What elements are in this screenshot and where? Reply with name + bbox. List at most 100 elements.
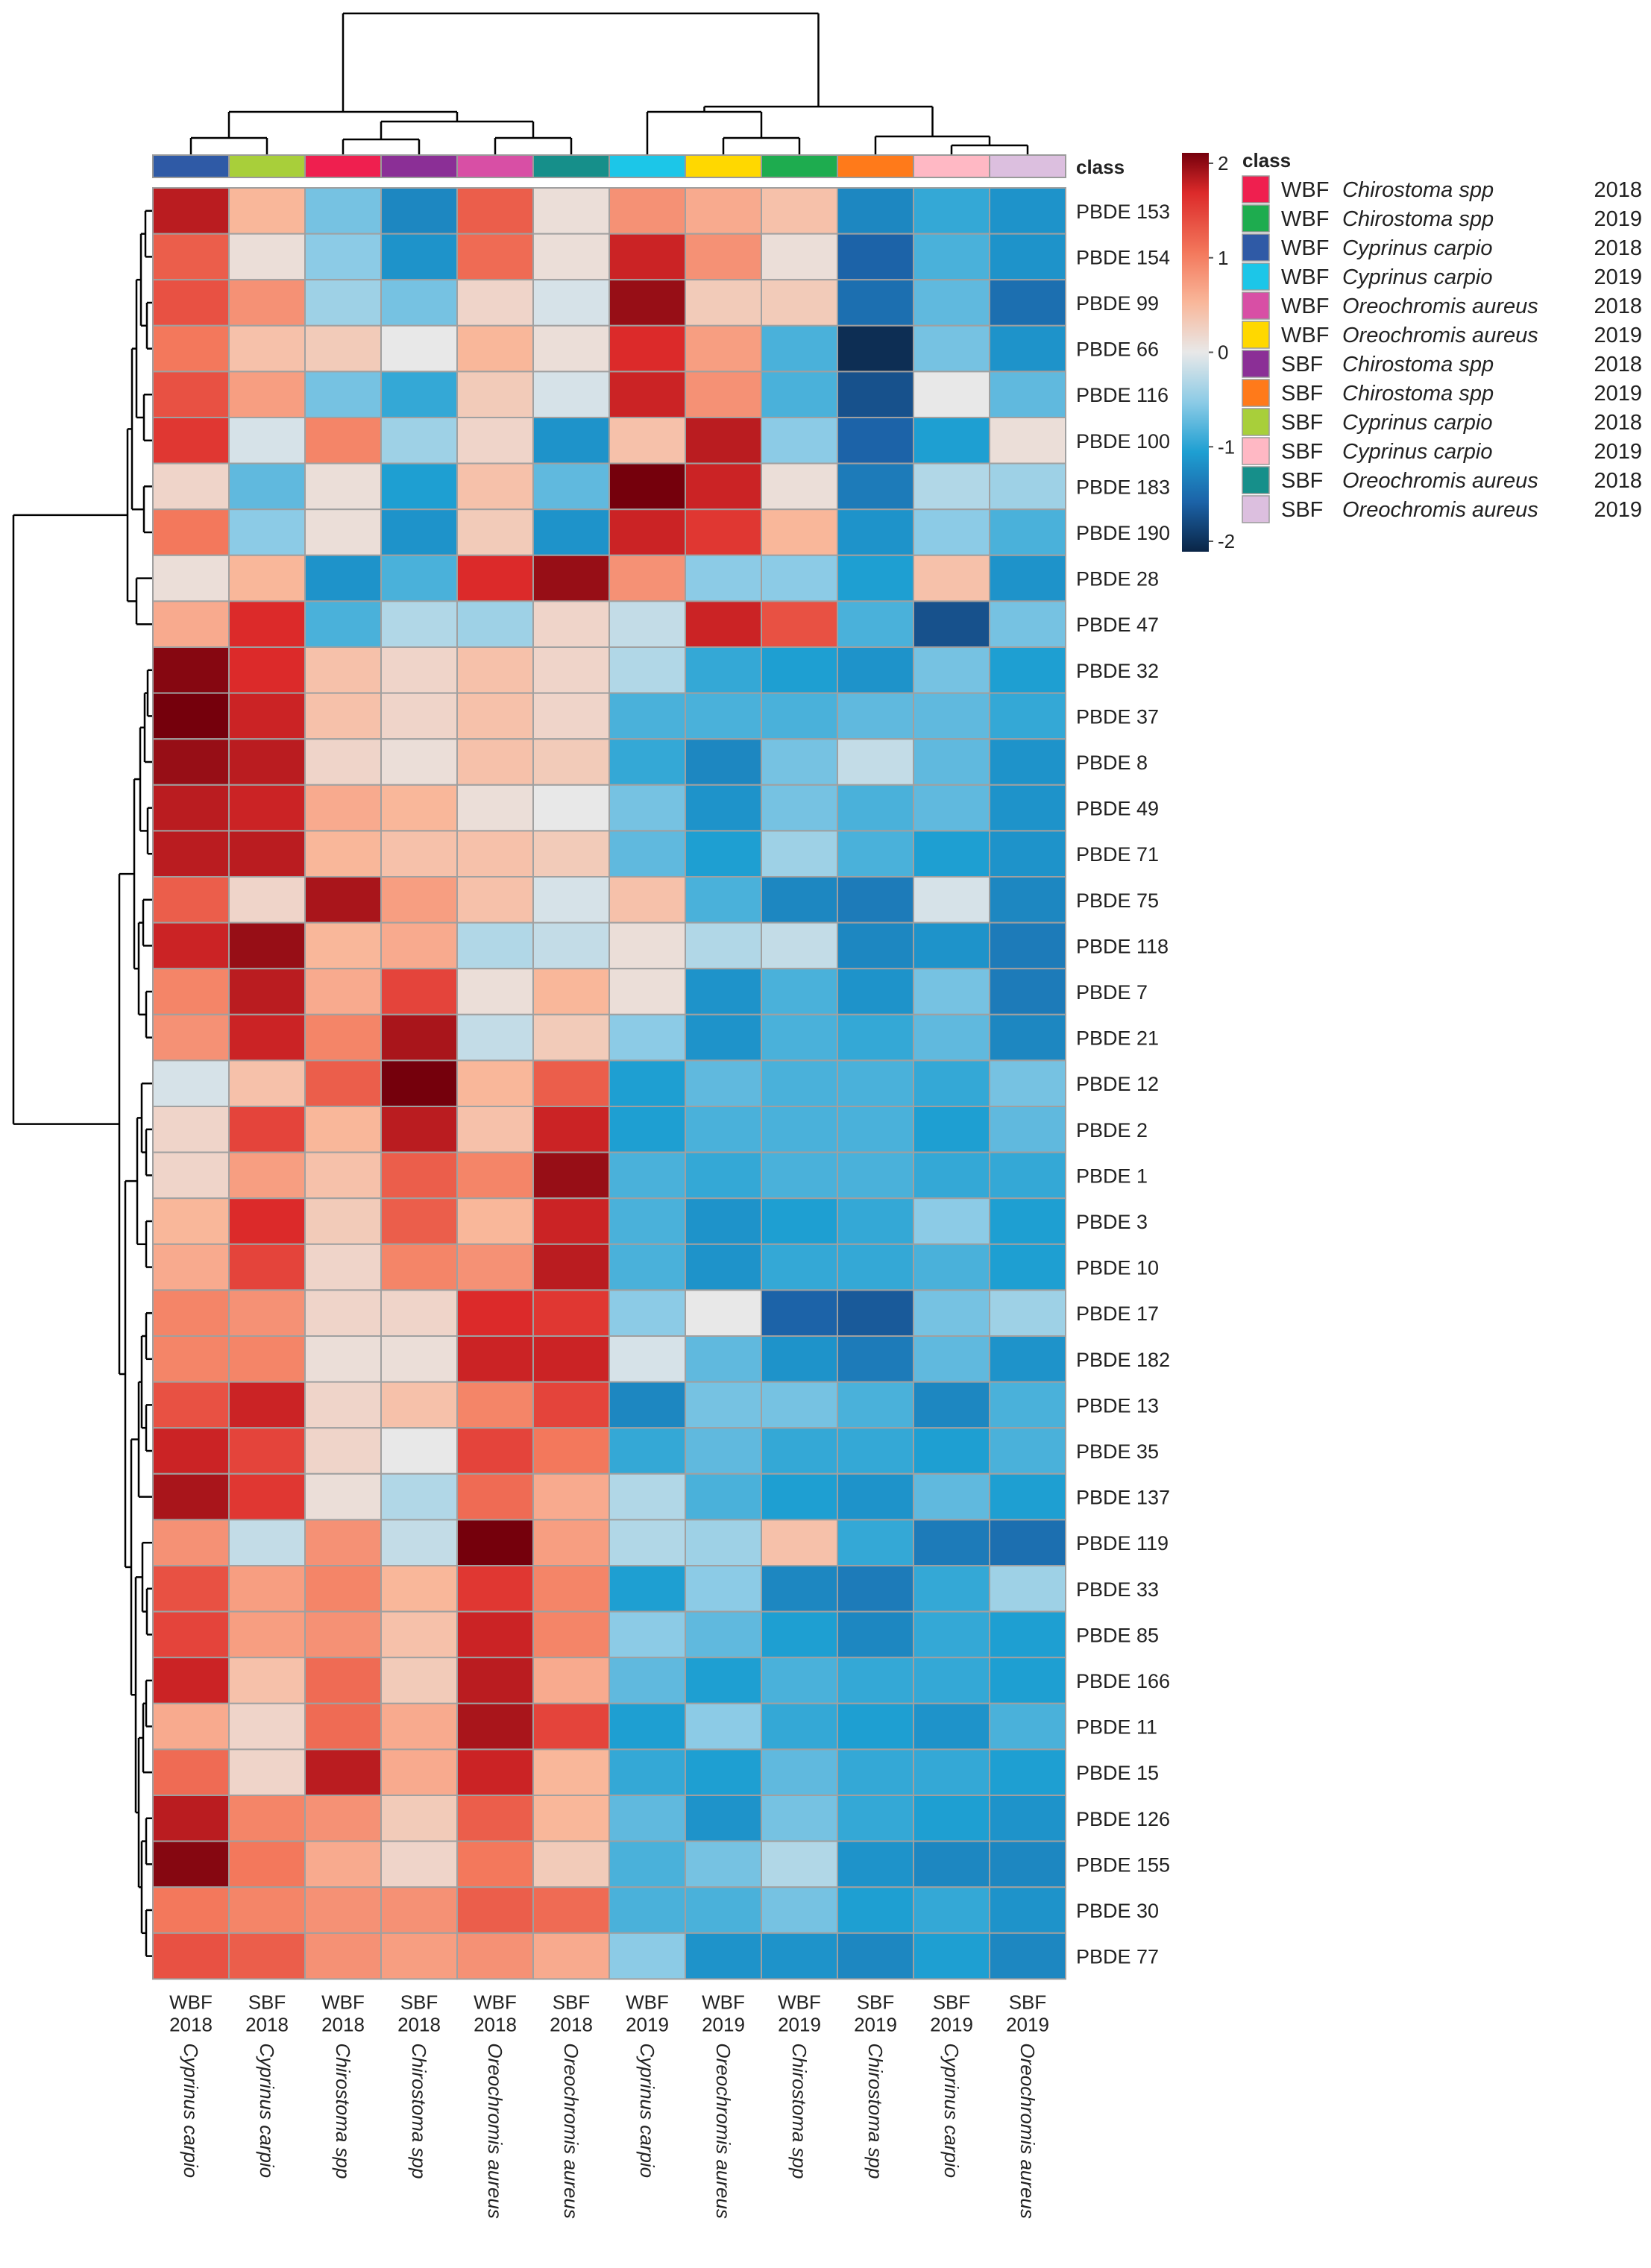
heatmap-cell (456, 600, 534, 649)
heatmap-cell (304, 1427, 382, 1475)
heatmap-cell (380, 1702, 458, 1751)
heatmap-cell (152, 554, 230, 602)
heatmap-cell (608, 692, 686, 740)
heatmap-cell (228, 324, 306, 373)
heatmap-cell (608, 187, 686, 235)
row-label: PBDE 1 (1076, 1165, 1148, 1187)
heatmap-cell (989, 830, 1066, 878)
heatmap-cell (456, 1427, 534, 1475)
column-species-label: Cyprinus carpio (940, 2043, 963, 2178)
heatmap-cell (685, 462, 762, 511)
heatmap-cell (228, 1932, 306, 1980)
heatmap-cell (152, 1657, 230, 1704)
legend-swatch (1242, 262, 1270, 291)
legend-species: Chirostoma spp (1342, 178, 1494, 202)
row-label: PBDE 13 (1076, 1394, 1159, 1417)
heatmap-cell (304, 508, 382, 556)
column-group-label: SBF (248, 1991, 286, 2013)
legend-species: Cyprinus carpio (1342, 265, 1492, 289)
legend-year: 2019 (1594, 207, 1642, 231)
heatmap-cell (989, 876, 1066, 924)
heatmap-cell (685, 1886, 762, 1934)
heatmap-cell (380, 1795, 458, 1842)
heatmap-cell (837, 1702, 914, 1751)
heatmap-cell (913, 830, 990, 878)
heatmap-cell (608, 1427, 686, 1475)
heatmap-cell (380, 1059, 458, 1108)
row-label: PBDE 99 (1076, 292, 1159, 315)
heatmap-cell (761, 1013, 838, 1062)
legend-year: 2018 (1594, 236, 1642, 260)
heatmap-cell (913, 1151, 990, 1200)
heatmap-cell (228, 1106, 306, 1153)
heatmap-cell (152, 968, 230, 1015)
legend-year: 2019 (1594, 440, 1642, 464)
heatmap-cell (152, 1151, 230, 1200)
heatmap-cell (685, 1610, 762, 1659)
column-species-label: Chirostoma spp (788, 2043, 811, 2179)
row-label: PBDE 182 (1076, 1349, 1170, 1371)
heatmap-cell (989, 646, 1066, 694)
heatmap-cell (685, 784, 762, 832)
heatmap-cell (608, 1886, 686, 1934)
heatmap-cell (685, 1748, 762, 1796)
class-bar-cell (304, 154, 382, 178)
heatmap-cell (685, 830, 762, 878)
heatmap-cell (456, 1748, 534, 1796)
heatmap-cell (380, 417, 458, 464)
heatmap-cell (152, 279, 230, 327)
heatmap-cell (456, 554, 534, 602)
heatmap-cell (913, 1013, 990, 1062)
heatmap-cell (228, 417, 306, 464)
heatmap-cell (837, 1840, 914, 1889)
heatmap-cell (152, 1243, 230, 1291)
heatmap-cell (913, 1886, 990, 1934)
column-year-label: 2018 (169, 2013, 213, 2035)
heatmap-cell (685, 1795, 762, 1842)
heatmap-cell (989, 738, 1066, 786)
heatmap-cell (761, 1197, 838, 1245)
legend-group: SBF (1281, 411, 1323, 435)
heatmap-cell (532, 830, 610, 878)
heatmap-cell (913, 508, 990, 556)
heatmap-cell (304, 1795, 382, 1842)
heatmap-cell (380, 692, 458, 740)
heatmap-cell (913, 1381, 990, 1429)
heatmap-cell (532, 1472, 610, 1521)
heatmap-cell (989, 1059, 1066, 1108)
heatmap-cell (532, 1748, 610, 1796)
legend-year: 2019 (1594, 324, 1642, 347)
heatmap-cell (685, 1243, 762, 1291)
row-label: PBDE 71 (1076, 843, 1159, 866)
heatmap-cell (913, 324, 990, 373)
heatmap-cell (152, 1197, 230, 1245)
legend-species: Oreochromis aureus (1342, 294, 1538, 318)
heatmap-cell (837, 508, 914, 556)
heatmap-cell (608, 922, 686, 970)
heatmap-cell (456, 692, 534, 740)
legend-swatch (1242, 379, 1270, 407)
heatmap-cell (152, 646, 230, 694)
heatmap-cell (913, 1106, 990, 1153)
heatmap-cell (380, 371, 458, 418)
heatmap-cell (228, 1289, 306, 1338)
heatmap-cell (989, 371, 1066, 418)
heatmap-cell (989, 462, 1066, 511)
heatmap-cell (380, 462, 458, 511)
heatmap-cell (380, 279, 458, 327)
heatmap-cell (152, 1886, 230, 1934)
heatmap-cell (989, 233, 1066, 281)
heatmap-cell (380, 1748, 458, 1796)
heatmap-cell (685, 692, 762, 740)
heatmap-cell (152, 1840, 230, 1889)
heatmap-cell (152, 1702, 230, 1751)
heatmap-cell (380, 1565, 458, 1613)
heatmap-cell (989, 554, 1066, 602)
heatmap-cell (913, 784, 990, 832)
heatmap-cell (913, 187, 990, 235)
legend-species: Chirostoma spp (1342, 207, 1494, 231)
heatmap-cell (913, 876, 990, 924)
heatmap-cell (761, 1059, 838, 1108)
heatmap-cell (456, 1381, 534, 1429)
